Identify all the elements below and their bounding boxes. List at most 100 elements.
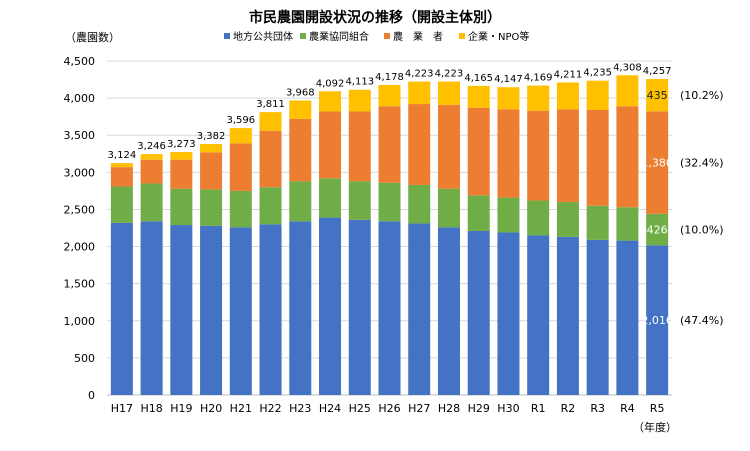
bar-segment-R1-3 [527,85,550,111]
bar-segment-H20-3 [200,143,223,153]
legend-label-2: 農 業 者 [393,30,443,43]
bar-segment-H23-2 [289,118,312,182]
x-tick-label: H23 [289,402,311,415]
bar-segment-H21-0 [229,227,252,395]
y-tick-label: 0 [88,389,95,402]
bar-segment-H22-3 [259,112,282,131]
bar-segment-H20-0 [200,225,223,395]
last-bar-value-3: 435 [647,89,668,102]
bar-segment-H25-2 [348,111,371,182]
bar-segment-H22-1 [259,187,282,225]
bar-segment-H27-3 [408,81,431,105]
bar-segment-H24-1 [319,178,342,218]
x-axis-ticks: H17 H18 H19 H20 H21 H22 H23 H24 H25 H26 H27 H28 H29 H… [111,402,665,415]
last-bar-percent-2: (32.4%) [680,157,724,170]
x-tick-label: H27 [408,402,430,415]
total-label: 4,211 [554,69,583,80]
bar-segment-H27-1 [408,184,431,224]
bar-segment-H17-0 [110,222,133,395]
last-bar-labels: 2,016 (47.4%) 426 (10.0%) 1,380 (32.4%) 435 (10… [641,89,723,327]
bar-segment-H30-3 [497,87,520,110]
y-tick-label: 3,000 [64,166,96,179]
bar-segment-R4-2 [616,106,639,208]
bar-segment-H29-1 [467,195,490,231]
bar-segment-H26-0 [378,221,401,395]
bar-segment-H18-1 [140,183,163,222]
x-tick-label: H19 [170,402,192,415]
last-bar-percent-1: (10.0%) [680,224,724,237]
total-label: 4,235 [583,68,612,79]
y-tick-label: 2,000 [64,241,96,254]
x-tick-label: R1 [531,402,546,415]
bar-segment-R5-0 [646,245,669,395]
bar-segment-H26-3 [378,84,401,107]
legend: 地方公共団体 農業協同組合 農 業 者 企業・NPO等 [224,30,529,43]
bar-segment-H22-2 [259,130,282,188]
bar-segment-H17-1 [110,186,133,223]
y-axis-label: （農園数） [65,30,120,44]
bar-segment-H25-1 [348,181,371,220]
bar-segment-R2-1 [556,202,579,237]
total-label: 3,968 [286,87,315,98]
total-label: 3,124 [108,150,137,161]
legend-label-1: 農業協同組合 [309,30,369,43]
bar-segment-H28-0 [437,227,460,395]
bar-segment-H18-0 [140,221,163,395]
bar-segment-H17-3 [110,163,133,168]
bar-segment-R3-2 [586,109,609,206]
bar-segment-R3-1 [586,205,609,240]
total-label: 4,165 [464,73,493,84]
x-tick-label: H28 [438,402,460,415]
bar-segment-H21-3 [229,128,252,144]
total-label: 3,246 [137,141,166,152]
bar-segment-R4-0 [616,240,639,395]
x-axis-label: （年度） [633,420,677,434]
bar-segment-R4-3 [616,75,639,107]
x-tick-label: H26 [378,402,400,415]
bar-segment-H28-3 [437,81,460,105]
legend-swatch-3 [459,33,465,39]
total-label: 3,811 [256,99,285,110]
total-label: 4,147 [494,74,523,85]
x-tick-label: H25 [349,402,371,415]
bar-segment-H24-2 [319,111,342,179]
y-tick-label: 1,500 [64,278,96,291]
bar-segment-H27-2 [408,104,431,185]
last-bar-value-2: 1,380 [641,157,673,170]
bar-segment-H29-3 [467,85,490,108]
total-label: 3,273 [167,139,196,150]
bar-segment-H20-2 [200,152,223,190]
bar-segment-H28-2 [437,104,460,189]
y-tick-label: 3,500 [64,129,96,142]
bar-segment-R4-1 [616,207,639,241]
bar-segment-R2-0 [556,236,579,395]
x-tick-label: H30 [497,402,519,415]
legend-label-3: 企業・NPO等 [468,30,529,43]
bar-segment-R2-3 [556,82,579,110]
bar-segment-R2-2 [556,109,579,203]
bar-segment-H23-1 [289,181,312,222]
x-tick-label: H21 [230,402,252,415]
bar-segment-H29-2 [467,107,490,196]
y-tick-label: 1,000 [64,315,96,328]
bar-segment-H19-1 [170,188,193,226]
total-label: 3,382 [197,131,226,142]
bar-segment-H19-3 [170,152,193,160]
x-tick-label: H29 [468,402,490,415]
bar-segment-H27-0 [408,223,431,395]
y-tick-label: 500 [74,352,95,365]
last-bar-value-1: 426 [647,224,668,237]
x-tick-label: R2 [561,402,576,415]
legend-swatch-0 [224,33,230,39]
bar-segment-H26-2 [378,106,401,183]
x-tick-label: R5 [650,402,665,415]
x-tick-label: R3 [590,402,605,415]
bar-segment-H21-2 [229,143,252,191]
total-label: 4,169 [524,73,553,84]
bar-segment-H23-0 [289,221,312,395]
x-tick-label: R4 [620,402,635,415]
bar-segment-R1-1 [527,200,550,236]
total-label: 4,178 [375,72,404,83]
total-label: 4,113 [345,77,374,88]
